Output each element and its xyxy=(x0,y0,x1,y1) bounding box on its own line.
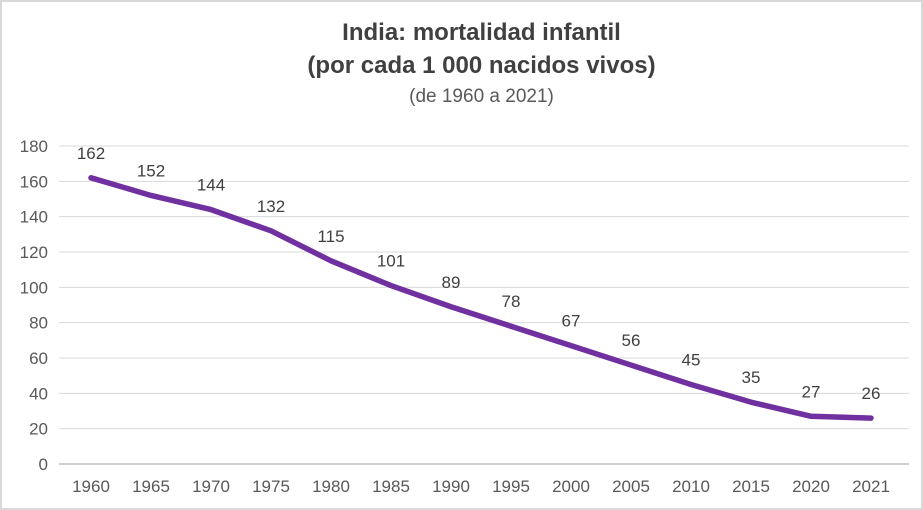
data-point-label: 27 xyxy=(802,382,821,401)
y-tick-label: 60 xyxy=(29,349,48,368)
y-tick-label: 140 xyxy=(20,208,48,227)
y-tick-label: 100 xyxy=(20,278,48,297)
y-tick-label: 0 xyxy=(39,455,48,474)
x-tick-label: 2021 xyxy=(852,477,890,496)
data-point-label: 67 xyxy=(562,312,581,331)
y-tick-label: 180 xyxy=(20,137,48,156)
x-tick-label: 2000 xyxy=(552,477,590,496)
data-point-label: 45 xyxy=(682,351,701,370)
data-point-label: 115 xyxy=(317,227,344,246)
x-tick-label: 1990 xyxy=(432,477,470,496)
y-tick-label: 80 xyxy=(29,314,48,333)
data-point-label: 89 xyxy=(442,273,461,292)
x-tick-label: 1995 xyxy=(492,477,530,496)
data-point-label: 35 xyxy=(742,368,761,387)
x-tick-label: 2015 xyxy=(732,477,770,496)
series-line xyxy=(88,175,874,421)
y-tick-label: 160 xyxy=(20,172,48,191)
y-tick-label: 120 xyxy=(20,243,48,262)
data-point-label: 78 xyxy=(502,292,521,311)
data-point-label: 101 xyxy=(377,252,405,271)
y-tick-label: 40 xyxy=(29,384,48,403)
x-tick-label: 2020 xyxy=(792,477,830,496)
data-point-label: 132 xyxy=(257,197,285,216)
data-point-label: 152 xyxy=(137,161,165,180)
x-tick-label: 2010 xyxy=(672,477,710,496)
y-tick-label: 20 xyxy=(29,420,48,439)
x-tick-label: 1960 xyxy=(72,477,110,496)
x-tick-label: 1975 xyxy=(252,477,290,496)
x-tick-label: 1980 xyxy=(312,477,350,496)
data-point-label: 144 xyxy=(197,176,225,195)
x-tick-label: 1985 xyxy=(372,477,410,496)
data-point-label: 26 xyxy=(862,384,881,403)
x-tick-label: 1970 xyxy=(192,477,230,496)
x-tick-label: 2005 xyxy=(612,477,650,496)
data-point-label: 56 xyxy=(622,331,641,350)
x-tick-label: 1965 xyxy=(132,477,170,496)
data-point-label: 162 xyxy=(77,144,105,163)
